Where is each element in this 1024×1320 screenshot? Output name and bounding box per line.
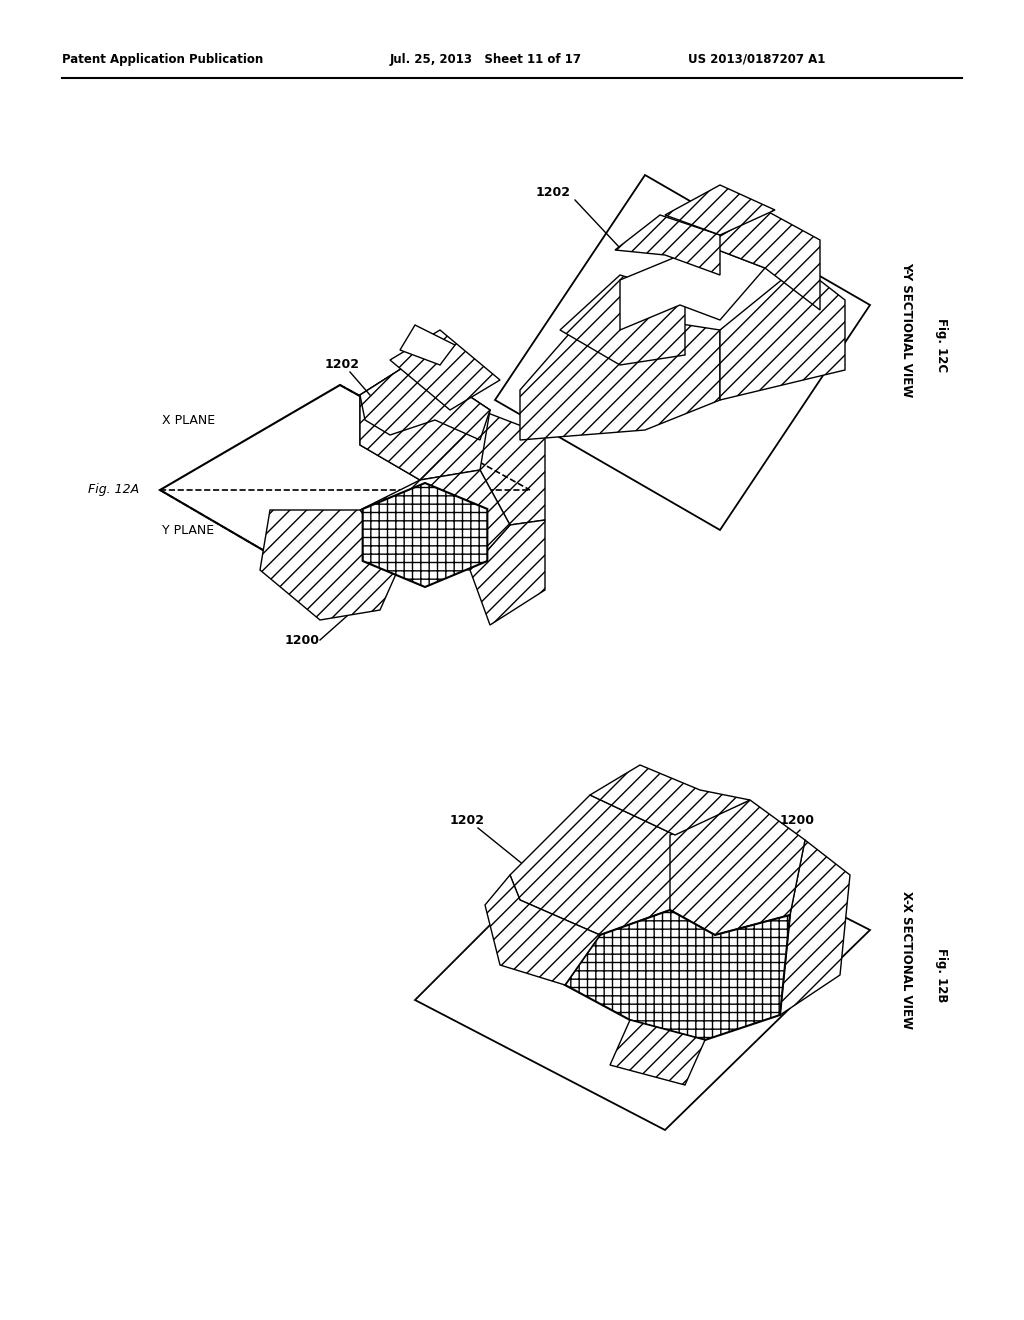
Polygon shape [360, 360, 490, 480]
Polygon shape [705, 210, 820, 310]
Text: Fig. 12A: Fig. 12A [88, 483, 139, 496]
Polygon shape [520, 310, 720, 440]
Polygon shape [470, 520, 545, 624]
Polygon shape [360, 470, 510, 570]
Text: Y PLANE: Y PLANE [162, 524, 214, 536]
Text: Jul. 25, 2013   Sheet 11 of 17: Jul. 25, 2013 Sheet 11 of 17 [390, 53, 582, 66]
Text: 1200: 1200 [285, 634, 319, 647]
Polygon shape [590, 766, 750, 836]
Polygon shape [390, 330, 500, 411]
Text: US 2013/0187207 A1: US 2013/0187207 A1 [688, 53, 825, 66]
Text: 1200: 1200 [780, 813, 815, 826]
Text: X PLANE: X PLANE [162, 413, 215, 426]
Polygon shape [670, 800, 805, 935]
Text: 1202: 1202 [536, 186, 571, 198]
Polygon shape [510, 795, 675, 935]
Polygon shape [780, 840, 850, 1015]
Text: X-X SECTIONAL VIEW: X-X SECTIONAL VIEW [900, 891, 913, 1030]
Text: Fig. 12C: Fig. 12C [935, 318, 948, 372]
Polygon shape [400, 325, 455, 366]
Text: Y-Y SECTIONAL VIEW: Y-Y SECTIONAL VIEW [900, 263, 913, 397]
Polygon shape [360, 360, 490, 480]
Polygon shape [620, 246, 765, 330]
Polygon shape [615, 215, 720, 275]
Text: Patent Application Publication: Patent Application Publication [62, 53, 263, 66]
Polygon shape [560, 275, 685, 366]
Polygon shape [480, 411, 545, 525]
Polygon shape [565, 909, 790, 1040]
Polygon shape [665, 185, 775, 235]
Polygon shape [720, 265, 845, 400]
Polygon shape [362, 483, 487, 587]
Text: 1202: 1202 [325, 359, 360, 371]
Text: Fig. 12B: Fig. 12B [935, 948, 948, 1002]
Polygon shape [485, 875, 600, 985]
Text: 1202: 1202 [450, 813, 485, 826]
Polygon shape [610, 1020, 705, 1085]
Polygon shape [260, 510, 400, 620]
Polygon shape [360, 360, 490, 440]
